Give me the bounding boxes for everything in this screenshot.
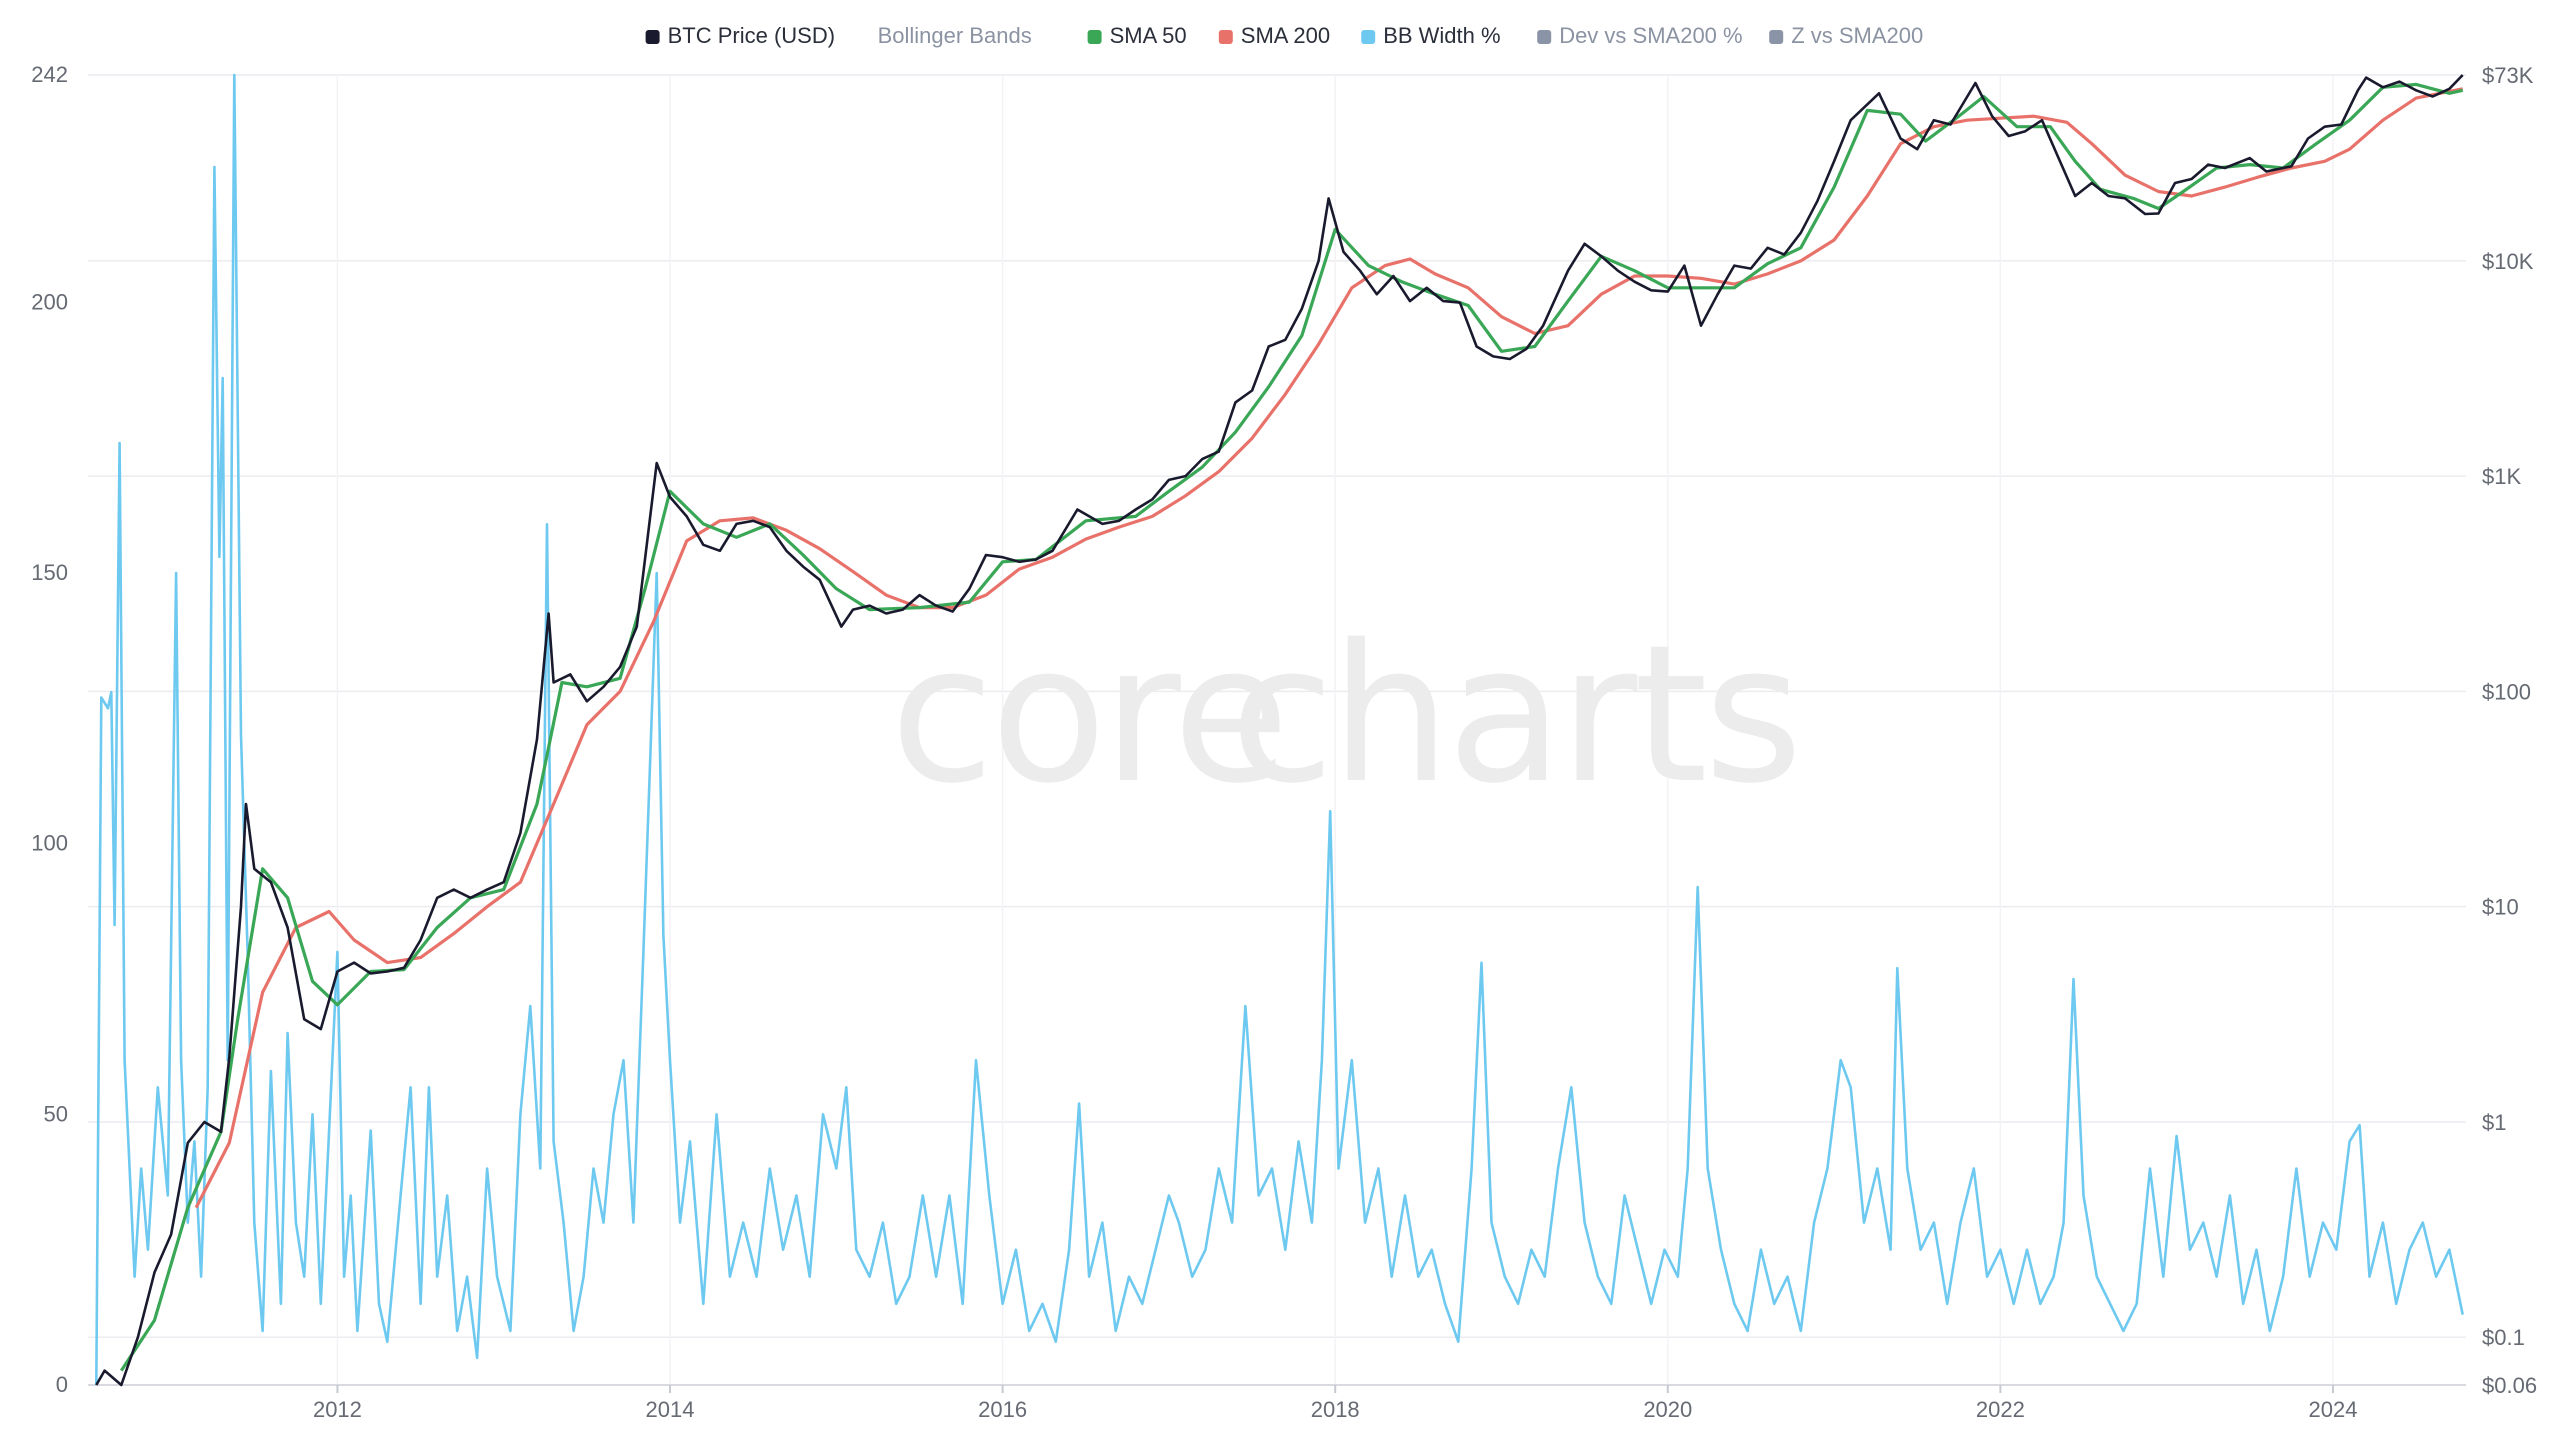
legend-swatch [1769,30,1784,44]
legend-swatch [1537,30,1552,44]
legend-item[interactable]: SMA 200 [1218,23,1330,48]
series-sma200 [194,87,2464,1209]
left-axis: 0 50 100 150 200 242 [31,62,68,1397]
legend-swatch [1218,30,1233,44]
right-tick-label: $1 [2482,1110,2506,1135]
right-tick-label: $73K [2482,63,2534,88]
legend-item[interactable]: SMA 50 [1087,23,1187,48]
left-tick-label: 50 [44,1101,68,1126]
series-btc-price [95,74,2464,1387]
legend-swatch [645,30,660,44]
right-tick-label: $1K [2482,464,2521,489]
legend-label: Z vs SMA200 [1791,23,1923,48]
legend-swatch [1087,30,1102,44]
x-tick-label: 2014 [646,1397,695,1422]
watermark-core: core [890,604,1286,825]
right-axis: $0.06 $0.1 $1 $10 $100 $1K $10K $73K [2482,63,2537,1398]
legend-label: BB Width % [1383,23,1500,48]
legend-item[interactable]: BB Width % [1361,23,1501,48]
series-layer [95,73,2464,1387]
x-tick-label: 2018 [1311,1397,1360,1422]
legend-item[interactable]: Bollinger Bands [878,23,1032,48]
x-tick-label: 2020 [1643,1397,1692,1422]
right-tick-label: $0.06 [2482,1373,2537,1398]
x-tick-label: 2022 [1976,1397,2025,1422]
legend-label: BTC Price (USD) [668,23,835,48]
legend: BTC Price (USD) Bollinger Bands SMA 50 SMA … [645,23,1923,48]
legend-label: Dev vs SMA200 % [1559,23,1742,48]
legend-item[interactable]: Z vs SMA200 [1769,23,1923,48]
legend-swatch [1361,30,1376,44]
left-tick-label: 242 [31,62,68,87]
legend-label: SMA 50 [1110,23,1187,48]
series-bb-width [95,73,2464,1386]
watermark-charts: charts [1230,604,1799,825]
x-axis: 2012 2014 2016 2018 2020 2022 2024 [313,1385,2357,1422]
right-tick-label: $100 [2482,679,2531,704]
legend-item[interactable]: BTC Price (USD) [645,23,835,48]
right-tick-label: $10K [2482,249,2534,274]
left-tick-label: 0 [56,1372,68,1397]
x-tick-label: 2016 [978,1397,1027,1422]
watermark: core charts [890,604,1803,825]
x-tick-label: 2024 [2308,1397,2357,1422]
x-tick-label: 2012 [313,1397,362,1422]
legend-label: SMA 200 [1241,23,1330,48]
right-tick-label: $10 [2482,895,2519,920]
left-tick-label: 150 [31,560,68,585]
left-tick-label: 100 [31,831,68,856]
left-tick-label: 200 [31,289,68,314]
right-tick-label: $0.1 [2482,1325,2525,1350]
grid-lines [88,74,2466,1386]
legend-item[interactable]: Dev vs SMA200 % [1537,23,1743,48]
legend-label: Bollinger Bands [878,23,1032,48]
